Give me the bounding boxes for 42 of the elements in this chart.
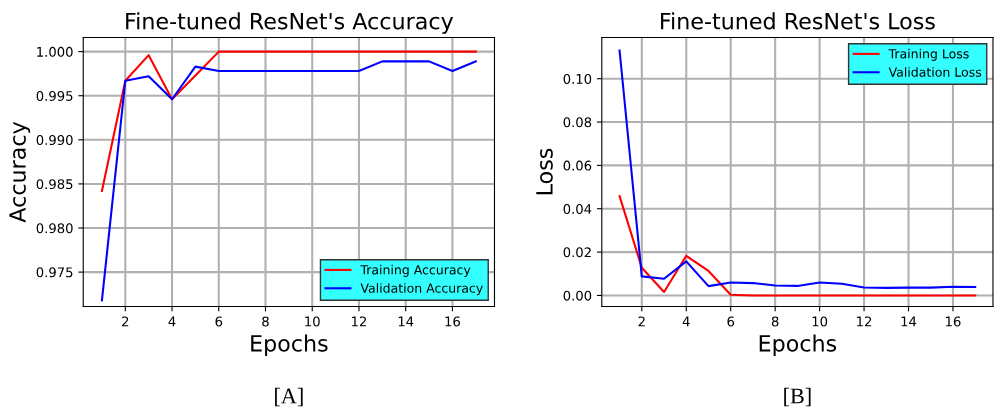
x-tick-label: 4 (168, 316, 176, 327)
x-tick-label: 10 (305, 316, 320, 327)
x-tick-label: 14 (398, 316, 414, 327)
x-tick-label: 6 (215, 316, 223, 327)
x-tick-label: 4 (682, 316, 690, 327)
x-tick-label: 8 (771, 316, 779, 327)
x-axis-title: Epochs (759, 334, 837, 357)
x-tick-label: 2 (122, 316, 129, 327)
x-tick-label: 12 (857, 316, 872, 327)
y-axis-title: Accuracy (9, 121, 31, 223)
chart-title: Fine-tuned ResNet's Accuracy (126, 12, 454, 34)
y-tick-label: 1.000 (37, 46, 73, 57)
x-tick-label: 6 (727, 316, 735, 327)
y-tick-label: 0.10 (563, 73, 592, 84)
y-tick-label: 0.00 (563, 290, 592, 301)
legend-label: Validation Accuracy (360, 283, 483, 296)
y-tick-label: 0.995 (36, 90, 73, 101)
y-axis-title: Loss (536, 148, 553, 195)
legend-label: Validation Loss (888, 67, 982, 77)
y-tick-label: 0.02 (563, 247, 591, 258)
y-tick-label: 0.04 (563, 203, 592, 214)
y-tick-label: 0.985 (36, 179, 73, 190)
y-tick-label: 0.08 (563, 117, 592, 128)
x-tick-label: 16 (445, 316, 460, 327)
x-tick-label: 12 (352, 316, 367, 327)
y-tick-label: 0.990 (36, 135, 73, 146)
text: [B] (784, 387, 811, 407)
chart-title: Fine-tuned ResNet's Loss (661, 12, 935, 30)
x-tick-label: 2 (638, 316, 645, 327)
text: [A] (275, 387, 303, 407)
legend-label: Training Accuracy (360, 264, 471, 277)
x-tick-label: 16 (946, 316, 961, 327)
y-tick-label: 0.975 (36, 267, 73, 278)
y-tick-label: 0.980 (36, 223, 73, 234)
line-series (100, 50, 477, 193)
x-tick-label: 8 (262, 316, 269, 327)
legend-label: Training Loss (888, 48, 969, 61)
x-axis-title: Epochs (251, 334, 328, 357)
y-tick-label: 0.06 (563, 160, 592, 171)
line-series (618, 195, 977, 297)
x-tick-label: 14 (901, 316, 917, 327)
x-tick-label: 10 (812, 316, 828, 327)
